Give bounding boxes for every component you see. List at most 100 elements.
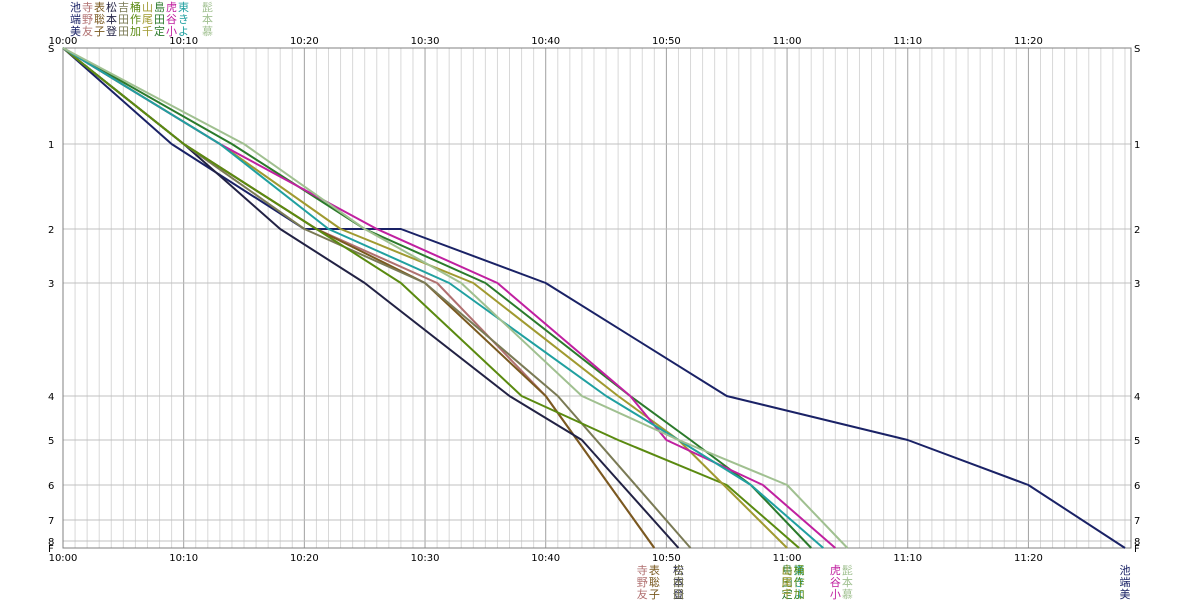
legend-char: 東	[178, 1, 189, 14]
series-line	[62, 47, 800, 549]
x-tick-label: 10:10	[169, 553, 198, 564]
y-tick-label: 7	[1134, 516, 1140, 527]
x-tick-label: 10:30	[411, 553, 440, 564]
finish-label: き	[794, 576, 805, 589]
finish-label: 髭	[842, 563, 853, 577]
x-tick-label: 10:20	[290, 553, 319, 564]
legend-char: よ	[178, 25, 189, 38]
y-tick-label: 1	[48, 140, 54, 151]
legend-char: 髭	[202, 0, 213, 14]
legend-char: 端	[70, 13, 81, 26]
y-tick-label: 2	[1134, 225, 1140, 236]
x-tick-label: 10:20	[290, 36, 319, 47]
x-tick-label: 11:00	[773, 553, 802, 564]
legend-char: 小	[166, 25, 177, 38]
finish-label: 小	[830, 588, 841, 600]
x-tick-label: 11:00	[773, 36, 802, 47]
legend-char: 尾	[142, 13, 153, 26]
series-line	[62, 47, 836, 549]
finish-label: 聡	[649, 575, 660, 589]
finish-label: 田	[673, 576, 684, 589]
y-tick-label: 3	[1134, 279, 1140, 290]
finish-label: 子	[649, 588, 660, 600]
legend-char: 聡	[94, 12, 105, 26]
y-tick-label: 8	[1134, 537, 1140, 548]
legend-char: 友	[82, 24, 93, 38]
finish-label: 松	[673, 563, 684, 577]
y-tick-label: 5	[1134, 436, 1140, 447]
finish-label: 加	[794, 588, 805, 600]
finish-label: 野	[637, 576, 648, 589]
x-tick-label: 11:20	[1014, 553, 1043, 564]
y-tick-label: 2	[48, 225, 54, 236]
legend-char: 桶	[130, 0, 141, 14]
y-tick-label: 6	[1134, 481, 1140, 492]
legend-char: 登	[106, 24, 117, 38]
y-tick-label: 6	[48, 481, 54, 492]
plot-frame	[62, 47, 1132, 549]
finish-label: 島	[782, 563, 793, 577]
legend-char: 谷	[166, 13, 177, 26]
x-tick-label: 10:40	[531, 553, 560, 564]
x-tick-label: 11:10	[893, 553, 922, 564]
legend-char: き	[178, 13, 189, 26]
grid	[62, 47, 1132, 549]
legend-char: 田	[154, 13, 165, 26]
legend-char: 慕	[202, 24, 213, 38]
finish-label: 登	[673, 587, 684, 600]
legend-char: 松	[106, 0, 117, 14]
legend-char: 本	[106, 12, 117, 26]
finish-label: 田	[782, 576, 793, 589]
finish-label: 定	[782, 587, 793, 600]
finish-label: 田	[673, 588, 684, 600]
finish-label: 池	[1119, 564, 1130, 577]
series-line	[62, 47, 824, 549]
y-tick-label: 1	[1134, 140, 1140, 151]
finish-label: 尾	[782, 576, 793, 589]
axes: 10:00 10:00 10:10 10:10 10:20 10:20 10:30 10:30…	[48, 36, 1140, 564]
x-tick-label: 10:30	[411, 36, 440, 47]
finish-label: 吉	[673, 564, 684, 577]
legend-char: 本	[202, 12, 213, 26]
legend-char: 美	[70, 25, 81, 38]
legend-char: 吉	[118, 1, 129, 14]
legend-char: 表	[94, 0, 105, 14]
x-tick-label: 11:20	[1014, 36, 1043, 47]
finish-label: 東	[794, 564, 805, 577]
legend-char: 田	[118, 13, 129, 26]
finish-label: 寺	[637, 564, 648, 577]
legend-char: 虎	[166, 1, 177, 14]
x-tick-label: 10:50	[652, 553, 681, 564]
legend-char: 作	[130, 13, 141, 26]
legend-char: 子	[94, 25, 105, 38]
finish-label: 千	[782, 588, 793, 600]
y-tick-label: 4	[48, 392, 54, 403]
y-tick-label: S	[48, 44, 54, 55]
legend-char: 野	[82, 13, 93, 26]
finish-label: 虎	[830, 564, 841, 577]
x-tick-label: 11:10	[893, 36, 922, 47]
series-line	[62, 47, 680, 549]
legend-char: 定	[154, 24, 165, 38]
finish-label: 友	[637, 587, 648, 600]
y-tick-label: F	[48, 544, 54, 555]
finish-label: 谷	[830, 576, 841, 589]
finish-label: 美	[1119, 588, 1130, 600]
x-tick-label: 10:00	[49, 553, 78, 564]
y-tick-label: S	[1134, 44, 1140, 55]
finish-label: 本	[842, 575, 853, 589]
legend: 池寺表松吉桶山島虎東髭端野聡本田作尾田谷き本美友子登田加千定小よ慕	[70, 0, 213, 38]
x-tick-label: 10:00	[49, 36, 78, 47]
finish-label: 慕	[842, 587, 853, 600]
x-tick-label: 10:50	[652, 36, 681, 47]
finish-label: 作	[794, 576, 805, 589]
y-tick-label: 5	[48, 436, 54, 447]
series-line	[62, 47, 656, 549]
x-tick-label: 10:10	[169, 36, 198, 47]
series-group	[62, 47, 1126, 549]
legend-char: 田	[118, 25, 129, 38]
series-line	[62, 47, 656, 549]
finish-label: 山	[782, 564, 793, 577]
